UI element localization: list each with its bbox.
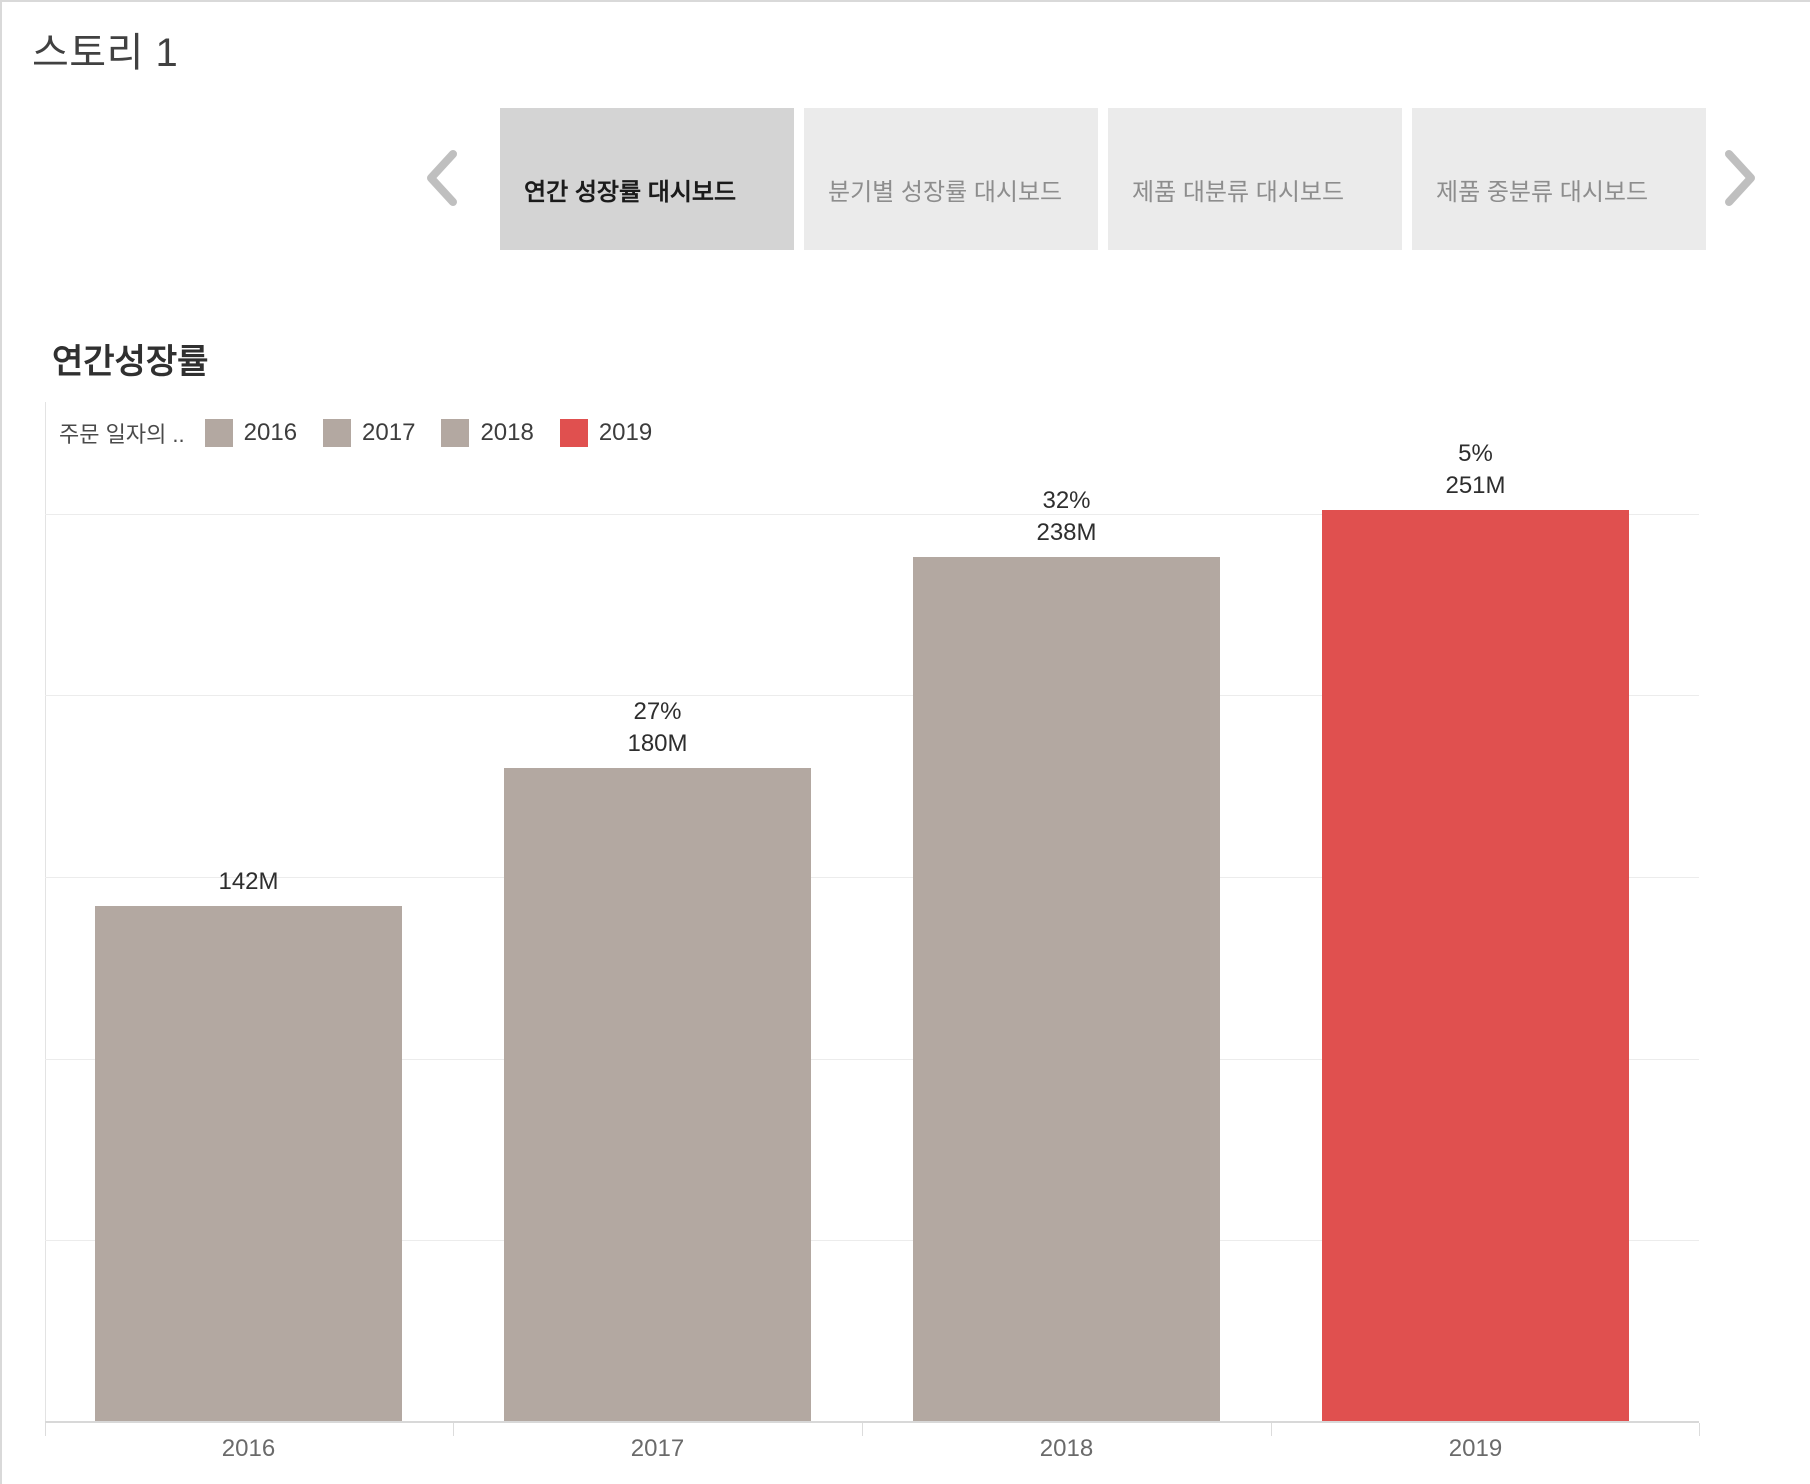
bar-chart-plot-area: 142M 2016 27% 180M 2017 32% 238M 2018 5% 251M 2019	[45, 440, 1700, 1462]
x-axis-tick-4	[1699, 1423, 1700, 1436]
chevron-left-icon	[427, 150, 457, 206]
bar-2019[interactable]	[1322, 510, 1629, 1422]
gridline-200M	[45, 695, 1699, 696]
bar-2018[interactable]	[913, 557, 1220, 1422]
story-point-tab-label: 분기별 성장률 대시보드	[828, 179, 1063, 206]
x-axis-label-2016: 2016	[221, 1435, 276, 1462]
previous-story-point-button[interactable]	[420, 146, 464, 212]
legend-swatch-2019	[559, 419, 588, 447]
legend-item-2019[interactable]: 2019	[559, 419, 653, 447]
worksheet-left-border	[45, 402, 46, 1422]
story-point-tab-4[interactable]: 제품 중분류 대시보드	[1412, 108, 1706, 250]
legend-swatch-2016	[204, 419, 233, 447]
legend-item-2017[interactable]: 2017	[323, 419, 415, 447]
x-axis-label-2018: 2018	[1039, 1435, 1094, 1462]
legend-item-2016[interactable]: 2016	[204, 419, 298, 447]
story-point-tab-label: 연간 성장률 대시보드	[524, 179, 737, 206]
value-label: 251M	[1445, 472, 1506, 499]
x-axis-tick-2	[862, 1423, 863, 1436]
gridline-50M	[45, 1240, 1699, 1241]
bar-value-label-2018: 32% 238M	[913, 485, 1220, 549]
legend-items: 2016 2017 2018 2019	[204, 419, 653, 447]
legend-label: 2017	[362, 419, 416, 446]
next-story-point-button[interactable]	[1718, 146, 1762, 212]
growth-percent-label: 27%	[633, 698, 682, 725]
legend-item-2018[interactable]: 2018	[441, 419, 534, 447]
bar-2017[interactable]	[504, 768, 811, 1422]
chevron-right-icon	[1725, 150, 1755, 206]
bar-value-label-2016: 142M	[95, 866, 402, 898]
value-label: 180M	[627, 730, 688, 757]
x-axis-label-2017: 2017	[630, 1435, 685, 1462]
chart-title: 연간성장률	[52, 343, 209, 381]
gridline-150M	[45, 877, 1699, 878]
legend-label: 2018	[480, 419, 534, 446]
legend-label: 2016	[243, 419, 298, 446]
legend-swatch-2017	[323, 419, 352, 447]
gridline-250M	[45, 514, 1699, 515]
story-title: 스토리 1	[32, 31, 179, 75]
gridline-100M	[45, 1059, 1699, 1060]
x-axis-tick-0	[45, 1423, 46, 1436]
story-point-tab-1[interactable]: 연간 성장률 대시보드	[500, 108, 794, 250]
value-label: 142M	[218, 868, 279, 895]
legend-label: 2019	[598, 419, 653, 446]
x-axis-tick-3	[1271, 1423, 1272, 1436]
growth-percent-label: 32%	[1042, 487, 1091, 514]
story-point-tab-2[interactable]: 분기별 성장률 대시보드	[804, 108, 1098, 250]
bar-value-label-2017: 27% 180M	[504, 696, 811, 760]
bar-2016[interactable]	[95, 906, 402, 1422]
x-axis-tick-1	[453, 1423, 454, 1436]
story-point-tab-label: 제품 중분류 대시보드	[1436, 179, 1649, 206]
chart-legend: 주문 일자의 .. 2016 2017 2018 2019	[59, 418, 652, 448]
story-point-tab-label: 제품 대분류 대시보드	[1132, 179, 1345, 206]
legend-swatch-2018	[441, 419, 470, 447]
value-label: 238M	[1036, 519, 1097, 546]
x-axis-line	[45, 1421, 1699, 1423]
legend-title: 주문 일자의 ..	[59, 422, 185, 447]
story-point-tab-3[interactable]: 제품 대분류 대시보드	[1108, 108, 1402, 250]
bar-value-label-2019: 5% 251M	[1322, 438, 1629, 502]
growth-percent-label: 5%	[1458, 440, 1493, 467]
story-point-tabs: 연간 성장률 대시보드 분기별 성장률 대시보드 제품 대분류 대시보드 제품 중분류…	[500, 108, 1706, 250]
x-axis-label-2019: 2019	[1448, 1435, 1503, 1462]
